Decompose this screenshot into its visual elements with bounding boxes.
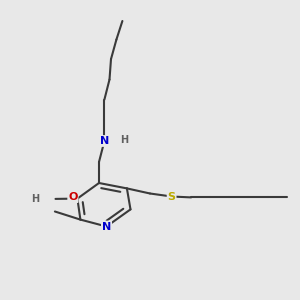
Text: N: N [102,221,111,232]
Text: O: O [68,192,78,202]
Text: S: S [168,191,176,202]
Text: H: H [31,194,40,204]
Text: H: H [120,135,129,145]
Text: N: N [100,136,109,146]
